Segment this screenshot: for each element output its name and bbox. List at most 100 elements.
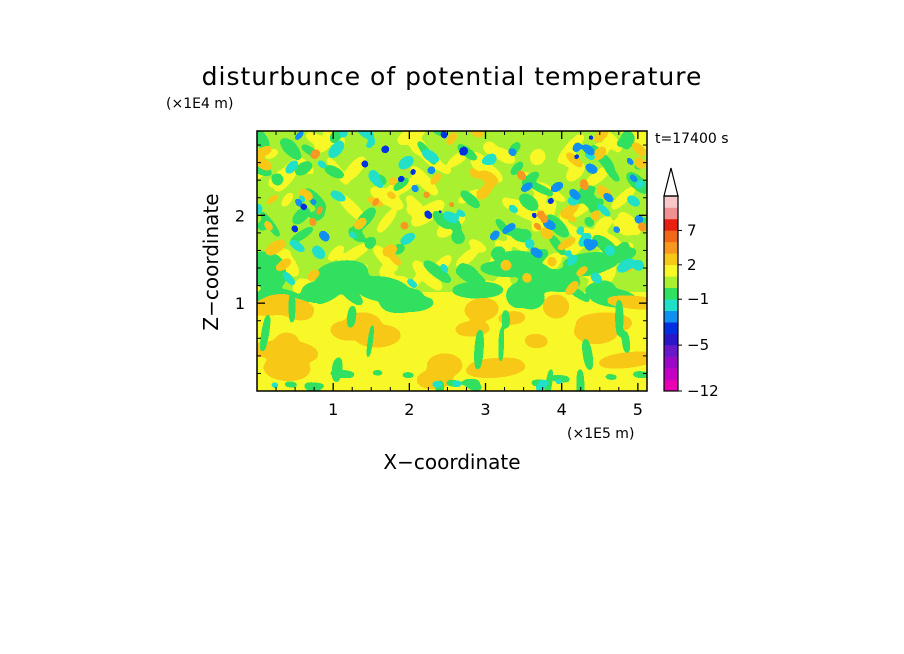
contour-cell [285,160,298,174]
contour-cell [475,328,483,371]
contour-cell [563,253,619,273]
contour-cell [316,205,323,216]
contour-cell [264,149,278,159]
contour-cell [582,338,593,371]
contour-cell [547,257,557,266]
contour-cell [567,255,577,266]
contour-cell [257,278,265,295]
contour-cell [440,131,448,139]
contour-cell [546,214,569,238]
contour-cell [543,295,569,318]
contour-cell [597,203,611,217]
contour-cell [300,203,307,210]
y-axis-unit: (×1E4 m) [166,96,233,112]
contour-cell [564,250,572,257]
colorbar-swatch [664,333,678,346]
contour-cell [616,298,623,338]
contour-cell [305,386,321,391]
contour-cell [257,161,272,176]
contour-cell [538,182,567,202]
contour-cell [550,375,571,382]
colorbar-label: −1 [687,290,709,308]
contour-cell [573,154,580,160]
contour-cell [502,309,510,329]
contour-cell [566,152,583,168]
contour-cell [520,182,533,192]
colorbar-extend-arrow [663,167,679,197]
contour-cell [508,223,516,230]
contour-cell [499,325,504,365]
contour-cell [593,147,606,160]
colorbar-label: −12 [687,382,719,400]
colorbar-swatch [664,218,678,231]
contour-cell [305,132,329,148]
contour-cell [634,157,646,169]
contour-cell [295,198,303,207]
contour-cell [633,260,644,271]
contour-cell [587,239,598,249]
contour-cell [599,352,647,368]
contour-cell [368,173,384,189]
contour-cell [611,186,636,210]
x-axis-unit: (×1E5 m) [567,426,634,442]
contour-cell [492,147,515,164]
contour-cell [530,149,545,165]
contour-cell [451,231,465,244]
contour-cell [432,211,451,229]
contour-cell [282,271,295,286]
colorbar-frame [663,195,679,392]
contour-cell [423,260,452,283]
colorbar-label: 2 [687,256,697,274]
chart-title: disturbunce of potential temperature [202,62,703,91]
contour-cell [569,189,581,200]
contour-cell [324,165,344,178]
colorbar-swatch [664,276,678,289]
contour-cell [632,142,646,156]
contour-cell [329,370,356,378]
contour-cell [582,144,595,155]
contour-cell [307,269,320,281]
contour-cell [614,219,632,236]
contour-cell [460,190,480,208]
contour-cell [449,201,455,208]
contour-cell [622,131,635,144]
contour-cell [330,191,346,202]
upper-orange-cells [257,131,646,295]
contour-cell [588,135,594,141]
contour-cell [319,231,330,241]
contour-cell [411,184,419,192]
contour-cell [476,188,487,199]
contour-cell [525,239,535,249]
contour-cell [591,272,602,284]
contour-cell [443,211,459,223]
contour-cell [299,194,306,203]
colorbar-swatch [664,196,678,208]
contour-cell [328,245,344,261]
colorbar-swatch [664,230,678,243]
contour-cell [398,175,405,183]
contour-cell [465,298,499,321]
contour-cell [446,132,457,145]
contour-cell [365,237,376,249]
colorbar-swatch [664,299,678,312]
contour-cell [584,151,595,160]
contour-cell [410,168,416,176]
colorbar-swatch [664,287,678,300]
contour-cell [467,384,483,390]
contour-cell [310,149,320,159]
contour-cell [547,198,554,204]
contour-cell [371,370,384,375]
contour-cell [622,330,630,354]
contour-cell [530,247,543,258]
colorbar-label: −5 [687,336,709,354]
contour-cell [603,162,620,183]
contour-cell [431,381,443,387]
contour-cell [543,219,556,230]
contour-cell [257,146,272,157]
contour-cell [348,232,358,239]
colorbar-swatch [664,368,678,380]
contour-cell [344,156,366,181]
contour-cell [377,209,397,233]
contour-cell [386,191,397,199]
